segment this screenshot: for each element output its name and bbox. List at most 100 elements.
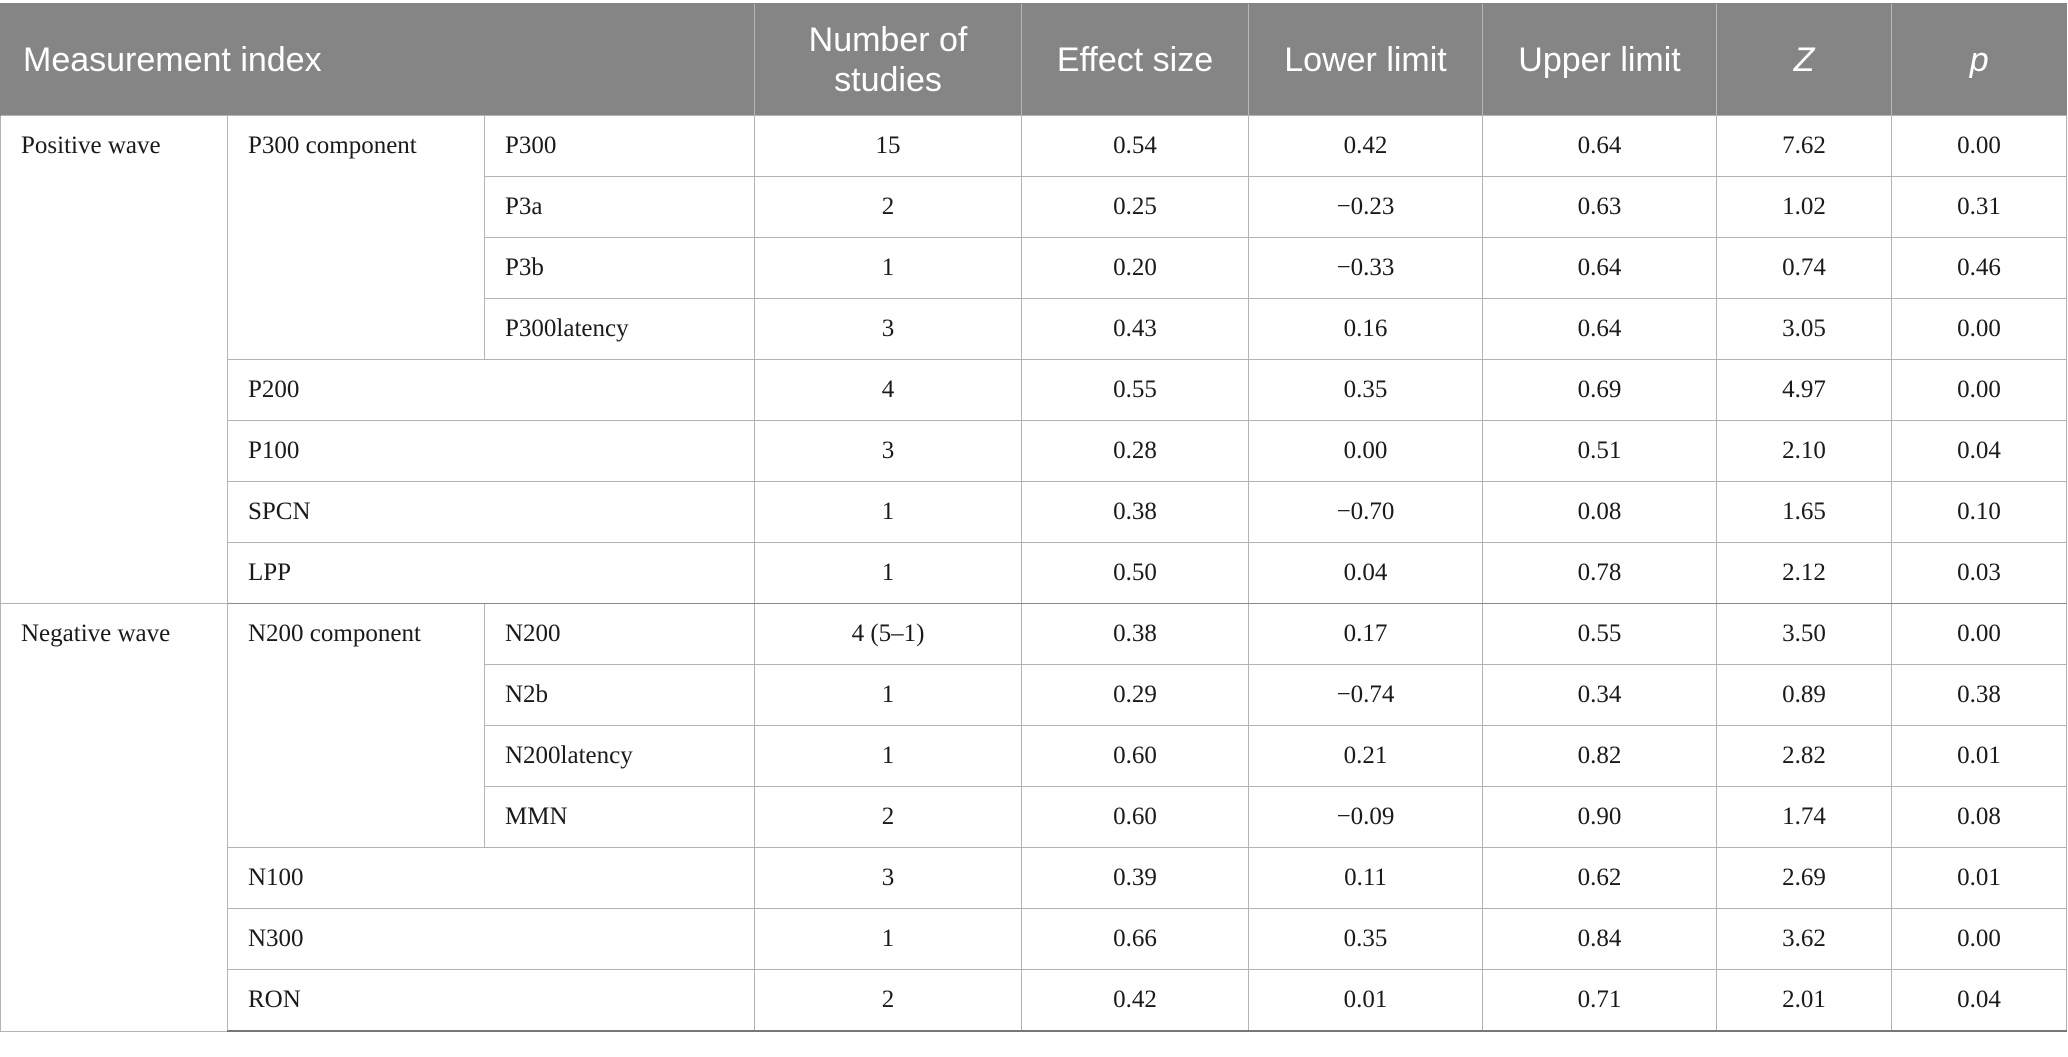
row-effect-size: 0.55 <box>1021 359 1250 421</box>
row-effect-size: 0.38 <box>1021 603 1250 665</box>
row-p: 0.00 <box>1891 359 2068 421</box>
row-effect-size: 0.50 <box>1021 542 1250 604</box>
row-number-of-studies: 3 <box>754 847 1023 909</box>
row-effect-size: 0.29 <box>1021 664 1250 726</box>
row-p: 0.00 <box>1891 908 2068 970</box>
row-z: 4.97 <box>1716 359 1893 421</box>
row-name: N2b <box>483 664 756 726</box>
row-z: 0.74 <box>1716 237 1893 299</box>
table-row: N100 3 0.39 0.11 0.62 2.69 0.01 <box>1 847 2068 909</box>
row-z: 3.50 <box>1716 603 1893 665</box>
row-effect-size: 0.66 <box>1021 908 1250 970</box>
row-number-of-studies: 1 <box>754 237 1023 299</box>
row-p: 0.10 <box>1891 481 2068 543</box>
row-name: P300 <box>483 115 756 177</box>
row-name: SPCN <box>226 481 756 543</box>
row-lower-limit: 0.17 <box>1248 603 1484 665</box>
table-row: SPCN 1 0.38 −0.70 0.08 1.65 0.10 <box>1 481 2068 543</box>
row-upper-limit: 0.64 <box>1482 298 1718 360</box>
row-upper-limit: 0.82 <box>1482 725 1718 787</box>
row-z: 3.05 <box>1716 298 1893 360</box>
row-lower-limit: 0.21 <box>1248 725 1484 787</box>
row-lower-limit: 0.01 <box>1248 969 1484 1032</box>
table-row: P300latency 3 0.43 0.16 0.64 3.05 0.00 <box>1 298 2068 360</box>
row-p: 0.00 <box>1891 115 2068 177</box>
row-name: RON <box>226 969 756 1032</box>
row-name: LPP <box>226 542 756 604</box>
row-lower-limit: −0.09 <box>1248 786 1484 848</box>
row-z: 2.01 <box>1716 969 1893 1032</box>
table-row: N2b 1 0.29 −0.74 0.34 0.89 0.38 <box>1 664 2068 726</box>
row-z: 3.62 <box>1716 908 1893 970</box>
row-z: 7.62 <box>1716 115 1893 177</box>
row-p: 0.04 <box>1891 420 2068 482</box>
header-upper-limit: Upper limit <box>1482 3 1717 116</box>
header-z: Z <box>1716 3 1892 116</box>
table-row: Negative wave N200 component N200 4 (5–1… <box>0 603 2068 1032</box>
row-upper-limit: 0.64 <box>1482 237 1718 299</box>
row-effect-size: 0.60 <box>1021 786 1250 848</box>
row-z: 2.12 <box>1716 542 1893 604</box>
row-z: 2.82 <box>1716 725 1893 787</box>
table-row: P200 4 0.55 0.35 0.69 4.97 0.00 <box>1 359 2068 421</box>
row-lower-limit: −0.23 <box>1248 176 1484 238</box>
row-effect-size: 0.38 <box>1021 481 1250 543</box>
row-upper-limit: 0.71 <box>1482 969 1718 1032</box>
row-number-of-studies: 1 <box>754 725 1023 787</box>
row-p: 0.38 <box>1891 664 2068 726</box>
row-p: 0.03 <box>1891 542 2068 604</box>
row-lower-limit: −0.70 <box>1248 481 1484 543</box>
row-lower-limit: 0.42 <box>1248 115 1484 177</box>
table-row: P3a 2 0.25 −0.23 0.63 1.02 0.31 <box>1 176 2068 238</box>
row-upper-limit: 0.62 <box>1482 847 1718 909</box>
row-number-of-studies: 4 (5–1) <box>754 603 1023 665</box>
row-effect-size: 0.20 <box>1021 237 1250 299</box>
table-body: Positive wave P300 component P300 15 0.5… <box>0 115 2068 1032</box>
header-effect-size: Effect size <box>1021 3 1249 116</box>
row-upper-limit: 0.55 <box>1482 603 1718 665</box>
row-p: 0.01 <box>1891 725 2068 787</box>
table-row: N200latency 1 0.60 0.21 0.82 2.82 0.01 <box>1 725 2068 787</box>
group-label-negative-wave: Negative wave <box>0 603 228 1032</box>
row-lower-limit: −0.33 <box>1248 237 1484 299</box>
table-row: MMN 2 0.60 −0.09 0.90 1.74 0.08 <box>1 786 2068 848</box>
row-name: N200latency <box>483 725 756 787</box>
row-lower-limit: 0.11 <box>1248 847 1484 909</box>
table-row: P100 3 0.28 0.00 0.51 2.10 0.04 <box>1 420 2068 482</box>
row-name: P3a <box>483 176 756 238</box>
row-number-of-studies: 2 <box>754 176 1023 238</box>
row-number-of-studies: 2 <box>754 969 1023 1032</box>
row-upper-limit: 0.78 <box>1482 542 1718 604</box>
row-name: P3b <box>483 237 756 299</box>
row-name: P300latency <box>483 298 756 360</box>
row-z: 1.74 <box>1716 786 1893 848</box>
row-upper-limit: 0.90 <box>1482 786 1718 848</box>
header-row: Measurement index Number of studies Effe… <box>0 3 2067 116</box>
row-z: 1.02 <box>1716 176 1893 238</box>
row-upper-limit: 0.63 <box>1482 176 1718 238</box>
table-row: LPP 1 0.50 0.04 0.78 2.12 0.03 <box>1 542 2068 604</box>
header-p: p <box>1891 3 2067 116</box>
row-name: P100 <box>226 420 756 482</box>
header-number-of-studies: Number of studies <box>754 3 1022 116</box>
row-z: 2.10 <box>1716 420 1893 482</box>
header-measurement-index: Measurement index <box>0 3 755 116</box>
row-effect-size: 0.43 <box>1021 298 1250 360</box>
row-effect-size: 0.54 <box>1021 115 1250 177</box>
row-lower-limit: 0.00 <box>1248 420 1484 482</box>
table-row: P3b 1 0.20 −0.33 0.64 0.74 0.46 <box>1 237 2068 299</box>
row-name: N200 <box>483 603 756 665</box>
results-table: Measurement index Number of studies Effe… <box>0 3 2068 1032</box>
row-number-of-studies: 1 <box>754 542 1023 604</box>
row-name: P200 <box>226 359 756 421</box>
row-number-of-studies: 1 <box>754 908 1023 970</box>
row-lower-limit: 0.16 <box>1248 298 1484 360</box>
row-number-of-studies: 3 <box>754 298 1023 360</box>
row-lower-limit: 0.04 <box>1248 542 1484 604</box>
row-upper-limit: 0.64 <box>1482 115 1718 177</box>
row-effect-size: 0.39 <box>1021 847 1250 909</box>
row-p: 0.00 <box>1891 603 2068 665</box>
row-p: 0.01 <box>1891 847 2068 909</box>
row-upper-limit: 0.84 <box>1482 908 1718 970</box>
row-upper-limit: 0.34 <box>1482 664 1718 726</box>
